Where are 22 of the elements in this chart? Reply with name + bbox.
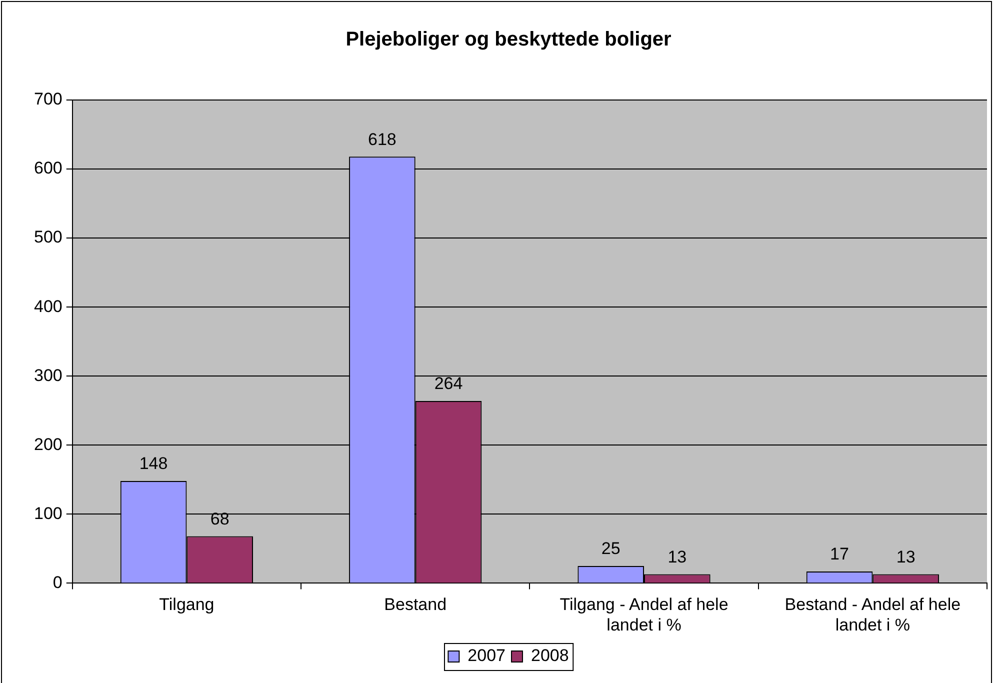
chart-title: Plejeboliger og beskyttede boliger	[346, 28, 672, 51]
y-tick-label: 600	[34, 158, 62, 178]
data-label: 618	[368, 130, 396, 149]
data-label: 148	[139, 454, 168, 474]
x-tick-label: Bestand - Andel af hele landet i %	[784, 595, 961, 634]
data-label: 13	[896, 547, 916, 566]
x-tick-label: Tilgang - Andel af hele landet i %	[560, 595, 728, 634]
legend-label: 2008	[531, 646, 569, 666]
data-label: 25	[601, 539, 620, 558]
data-label: 17	[830, 544, 849, 564]
y-tick-label: 100	[34, 504, 62, 523]
y-tick-label: 200	[34, 434, 62, 454]
data-label: 13	[668, 547, 687, 566]
x-tick-label: Bestand	[384, 595, 447, 614]
y-tick-label: 400	[34, 296, 62, 316]
y-tick-label: 700	[34, 90, 62, 109]
y-tick-label: 300	[34, 366, 62, 385]
data-label: 264	[434, 374, 463, 394]
legend-label: 2007	[468, 646, 506, 666]
y-tick-label: 500	[34, 228, 62, 247]
y-tick-label: 0	[52, 572, 62, 592]
x-tick-label: Tilgang	[159, 595, 214, 614]
